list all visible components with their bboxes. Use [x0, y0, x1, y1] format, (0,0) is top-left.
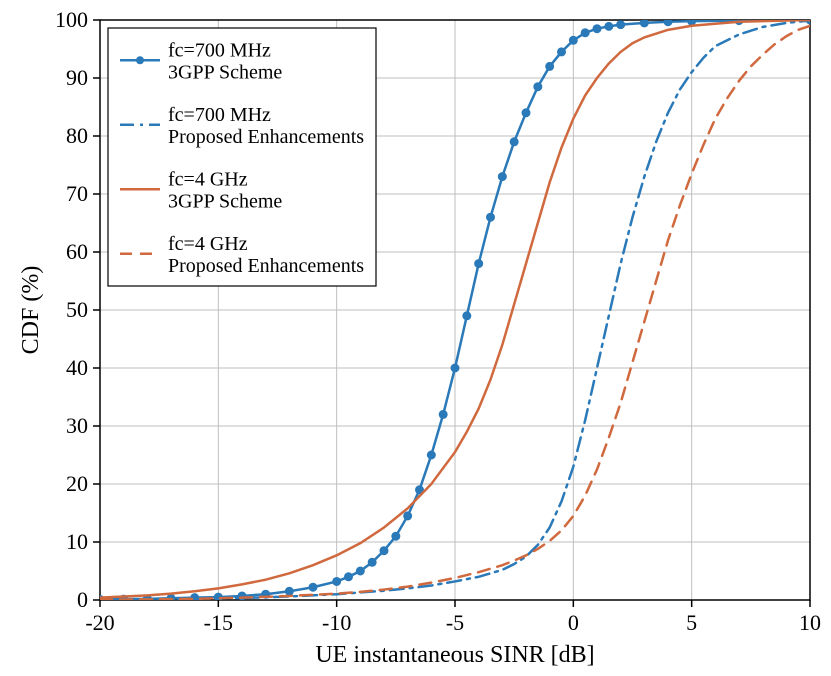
series-marker: [487, 213, 495, 221]
y-tick-label: 30: [66, 413, 88, 438]
legend-marker-sample: [136, 56, 144, 64]
y-tick-label: 0: [77, 587, 88, 612]
series-marker: [498, 173, 506, 181]
cdf-chart: -20-15-10-505100102030405060708090100UE …: [0, 0, 831, 676]
y-tick-label: 90: [66, 65, 88, 90]
series-marker: [475, 260, 483, 268]
series-marker: [345, 573, 353, 581]
series-marker: [593, 25, 601, 33]
series-marker: [534, 83, 542, 91]
series-marker: [617, 21, 625, 29]
y-tick-label: 60: [66, 239, 88, 264]
x-tick-label: 5: [686, 610, 697, 635]
series-marker: [404, 512, 412, 520]
legend-label: fc=700 MHz: [168, 104, 271, 126]
x-tick-label: -15: [204, 610, 233, 635]
series-marker: [309, 583, 317, 591]
y-tick-label: 20: [66, 471, 88, 496]
legend-label: fc=700 MHz: [168, 39, 271, 61]
y-tick-label: 80: [66, 123, 88, 148]
y-tick-label: 10: [66, 529, 88, 554]
x-tick-label: 0: [568, 610, 579, 635]
legend-label: Proposed Enhancements: [168, 255, 364, 277]
chart-svg: -20-15-10-505100102030405060708090100UE …: [0, 0, 831, 676]
y-tick-label: 40: [66, 355, 88, 380]
series-marker: [569, 36, 577, 44]
series-marker: [427, 451, 435, 459]
legend-label: fc=4 GHz: [168, 233, 248, 255]
series-marker: [558, 48, 566, 56]
y-axis-label: CDF (%): [18, 266, 44, 355]
series-marker: [333, 577, 341, 585]
x-tick-label: -5: [446, 610, 464, 635]
series-marker: [285, 587, 293, 595]
x-tick-label: 10: [799, 610, 821, 635]
series-marker: [546, 62, 554, 70]
x-tick-label: -10: [322, 610, 351, 635]
legend-label: 3GPP Scheme: [168, 61, 282, 83]
series-marker: [510, 138, 518, 146]
series-marker: [605, 22, 613, 30]
series-marker: [380, 547, 388, 555]
legend-label: 3GPP Scheme: [168, 190, 282, 212]
y-tick-label: 70: [66, 181, 88, 206]
series-marker: [463, 312, 471, 320]
x-axis-label: UE instantaneous SINR [dB]: [315, 642, 594, 668]
series-marker: [392, 532, 400, 540]
series-marker: [522, 109, 530, 117]
series-marker: [368, 558, 376, 566]
legend-label: fc=4 GHz: [168, 168, 248, 190]
x-tick-label: -20: [85, 610, 114, 635]
series-marker: [581, 29, 589, 37]
legend: fc=700 MHz3GPP Schemefc=700 MHzProposed …: [108, 28, 376, 286]
legend-label: Proposed Enhancements: [168, 126, 364, 148]
y-tick-label: 100: [55, 7, 88, 32]
series-marker: [640, 19, 648, 27]
y-tick-label: 50: [66, 297, 88, 322]
series-marker: [356, 567, 364, 575]
series-marker: [451, 364, 459, 372]
series-marker: [439, 410, 447, 418]
